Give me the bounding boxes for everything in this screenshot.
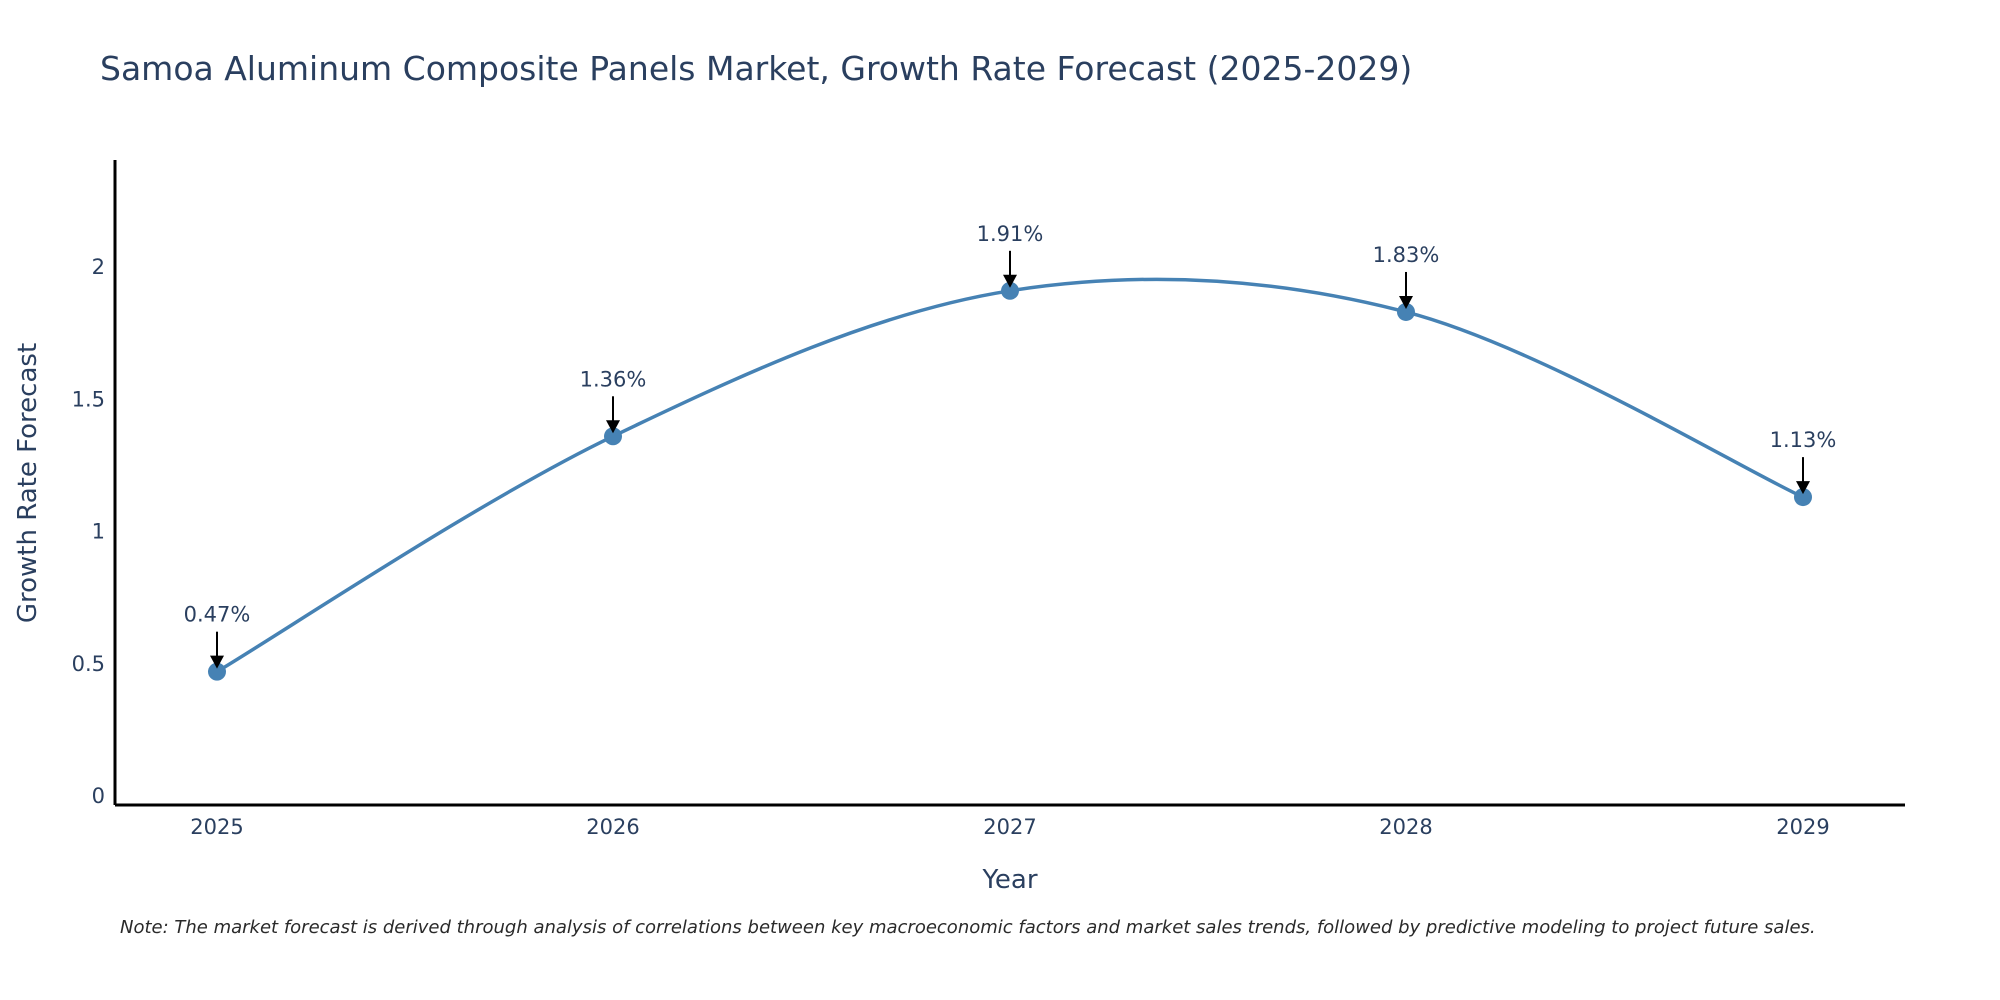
x-axis-title: Year <box>981 865 1037 895</box>
annotation-label: 0.47% <box>184 603 251 627</box>
data-point <box>1001 281 1019 300</box>
y-axis-ticks: 0 0.5 1 1.5 2 <box>72 255 105 808</box>
y-tick-label: 0.5 <box>72 652 105 676</box>
x-tick-label: 2029 <box>1776 815 1829 839</box>
annotation-label: 1.83% <box>1373 243 1440 267</box>
annotation-label: 1.91% <box>977 222 1044 246</box>
annotation-arrow-head <box>1399 295 1413 309</box>
annotation: 1.83% <box>1373 243 1440 309</box>
y-tick-label: 0 <box>92 784 105 808</box>
annotation-label: 1.13% <box>1770 428 1837 452</box>
annotation: 1.91% <box>977 222 1044 288</box>
series-line <box>216 277 1804 674</box>
annotation-arrow-head <box>606 420 620 434</box>
x-tick-label: 2027 <box>983 815 1036 839</box>
data-points <box>208 281 1812 681</box>
y-tick-label: 1 <box>92 520 105 544</box>
annotation: 1.36% <box>580 367 647 434</box>
annotation-label: 1.36% <box>580 367 647 391</box>
y-tick-label: 1.5 <box>72 387 105 411</box>
data-point <box>208 662 226 681</box>
footnote: Note: The market forecast is derived thr… <box>120 917 1816 938</box>
data-point <box>1794 488 1812 507</box>
chart-title: Samoa Aluminum Composite Panels Market, … <box>100 49 1412 88</box>
y-axis-title: Growth Rate Forecast <box>13 343 43 623</box>
x-axis-ticks: 2025 2026 2027 2028 2029 <box>190 815 1829 839</box>
x-tick-label: 2025 <box>190 815 243 839</box>
annotation-arrow-head <box>1796 481 1810 495</box>
annotation-arrow-head <box>210 655 224 669</box>
annotation: 0.47% <box>184 603 251 669</box>
annotation-arrow-head <box>1003 274 1017 288</box>
annotation: 1.13% <box>1770 428 1837 495</box>
x-tick-label: 2028 <box>1379 815 1432 839</box>
data-point <box>604 427 622 446</box>
y-tick-label: 2 <box>92 255 105 279</box>
data-point <box>1397 302 1415 321</box>
annotations: 0.47% 1.36% 1.91% 1.83% 1.13% <box>184 222 1837 669</box>
x-tick-label: 2026 <box>586 815 639 839</box>
